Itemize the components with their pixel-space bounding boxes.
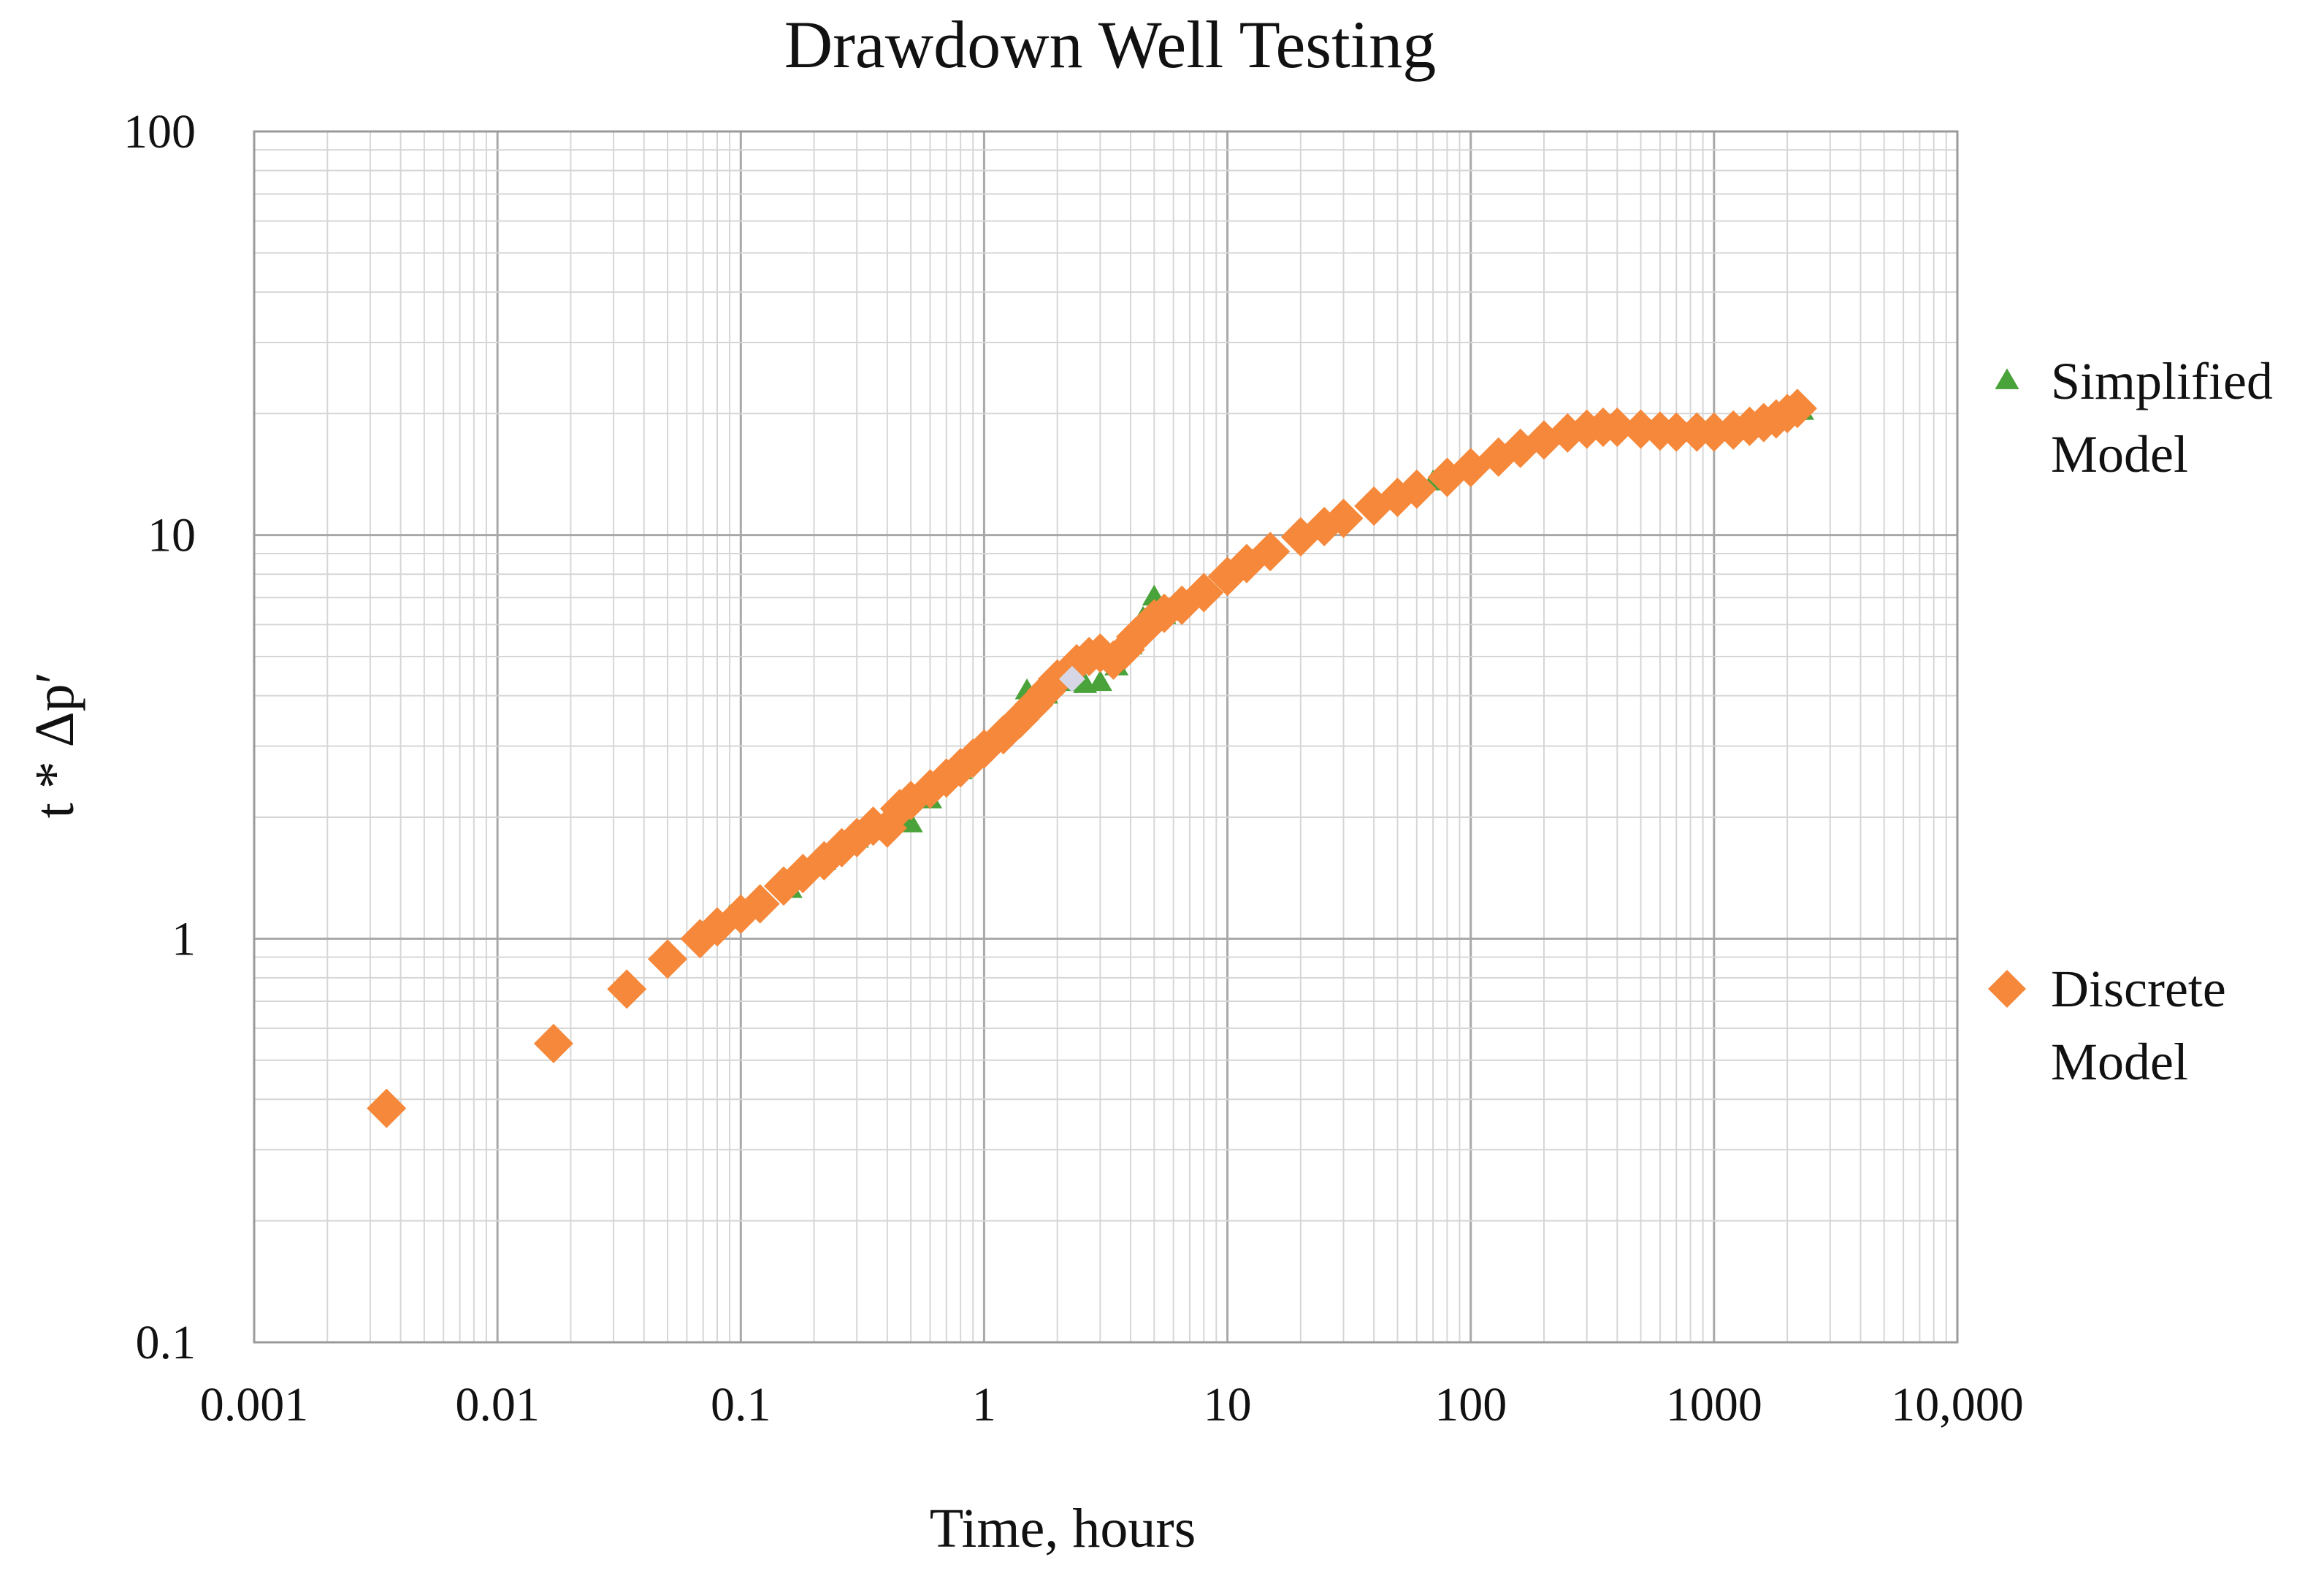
highlight-point <box>1058 665 1085 692</box>
x-tick-label: 100 <box>1434 1378 1507 1431</box>
plot-area-border <box>253 130 1959 1344</box>
x-axis-title: Time, hours <box>930 1498 1196 1559</box>
data-point <box>1088 670 1112 692</box>
data-point <box>1184 573 1224 613</box>
x-tick-label: 1 <box>972 1378 996 1431</box>
x-tick-label: 1000 <box>1666 1378 1762 1431</box>
data-point <box>740 884 780 924</box>
x-tick-label: 10,000 <box>1891 1378 2024 1431</box>
y-axis-title: t * Δp′ <box>24 672 85 819</box>
data-point <box>1396 469 1437 509</box>
x-tick-label: 0.1 <box>711 1378 771 1431</box>
series-discrete-model <box>367 389 1817 1128</box>
legend-label: Model <box>2051 425 2188 483</box>
legend-label: Discrete <box>2051 960 2226 1018</box>
x-tick-label: 0.001 <box>200 1378 309 1431</box>
data-point <box>1597 408 1637 448</box>
data-point <box>647 939 687 979</box>
legend-marker <box>1988 970 2026 1008</box>
y-tick-label: 1 <box>172 912 196 965</box>
x-tick-label: 0.01 <box>455 1378 540 1431</box>
legend-item: Simplified Model <box>1995 352 2273 483</box>
tick-labels: 0.001 0.01 0.1 1 10 100 1000 10,000 0.1 1 10 100 <box>123 105 2024 1431</box>
chart-title: Drawdown Well Testing <box>784 7 1436 82</box>
legend-item: Discrete Model <box>1988 960 2226 1091</box>
data-point <box>721 894 761 934</box>
data-point <box>1656 412 1697 452</box>
data-point <box>367 1088 407 1128</box>
y-tick-label: 0.1 <box>136 1316 196 1369</box>
y-tick-label: 10 <box>148 509 196 562</box>
series <box>367 389 1817 1128</box>
grid <box>253 131 1957 1344</box>
legend: Simplified Model Discrete Model <box>1988 352 2273 1091</box>
legend-label: Model <box>2051 1033 2188 1091</box>
legend-label: Simplified <box>2051 352 2273 410</box>
legend-marker <box>1995 368 2019 389</box>
data-point <box>533 1023 573 1063</box>
data-point <box>1323 498 1364 538</box>
data-point <box>1250 532 1291 572</box>
data-point <box>607 969 647 1009</box>
y-tick-label: 100 <box>123 105 196 158</box>
x-tick-label: 10 <box>1204 1378 1252 1431</box>
data-point <box>1777 389 1817 429</box>
